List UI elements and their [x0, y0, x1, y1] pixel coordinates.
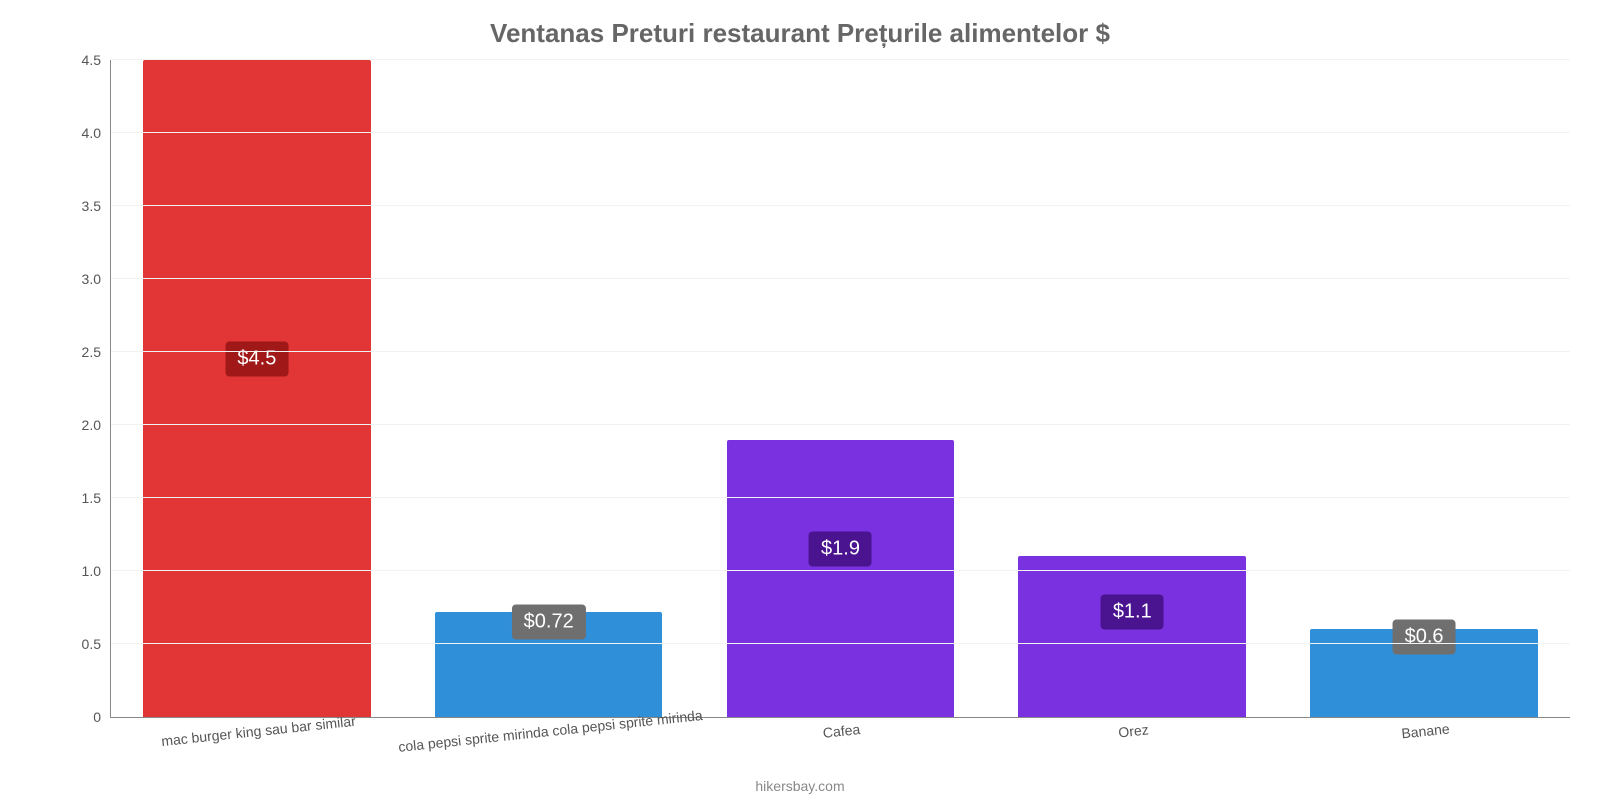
bar-slot: $4.5mac burger king sau bar similar — [111, 60, 403, 717]
ytick-label: 2.0 — [82, 417, 111, 433]
ytick-label: 0.5 — [82, 636, 111, 652]
bar-slot: $1.1Orez — [986, 60, 1278, 717]
value-badge: $1.9 — [809, 532, 872, 567]
bars-row: $4.5mac burger king sau bar similar$0.72… — [111, 60, 1570, 717]
chart-title: Ventanas Preturi restaurant Prețurile al… — [0, 18, 1600, 49]
gridline — [111, 424, 1570, 425]
xtick-label: Orez — [1117, 715, 1149, 740]
bar-slot: $0.72cola pepsi sprite mirinda cola peps… — [403, 60, 695, 717]
gridline — [111, 497, 1570, 498]
value-badge: $0.72 — [512, 605, 586, 640]
gridline — [111, 351, 1570, 352]
ytick-label: 3.5 — [82, 198, 111, 214]
ytick-label: 1.5 — [82, 490, 111, 506]
gridline — [111, 59, 1570, 60]
ytick-label: 4.5 — [82, 52, 111, 68]
gridline — [111, 205, 1570, 206]
ytick-label: 1.0 — [82, 563, 111, 579]
ytick-label: 2.5 — [82, 344, 111, 360]
ytick-label: 0 — [93, 709, 111, 725]
bar-slot: $1.9Cafea — [695, 60, 987, 717]
price-chart: Ventanas Preturi restaurant Prețurile al… — [0, 0, 1600, 800]
gridline — [111, 132, 1570, 133]
ytick-label: 3.0 — [82, 271, 111, 287]
xtick-label: Banane — [1400, 714, 1450, 741]
plot-area: $4.5mac burger king sau bar similar$0.72… — [110, 60, 1570, 718]
ytick-label: 4.0 — [82, 125, 111, 141]
bar — [727, 440, 955, 717]
source-label: hikersbay.com — [0, 778, 1600, 794]
gridline — [111, 643, 1570, 644]
gridline — [111, 278, 1570, 279]
gridline — [111, 570, 1570, 571]
value-badge: $1.1 — [1101, 594, 1164, 629]
value-badge: $4.5 — [225, 342, 288, 377]
bar — [143, 60, 371, 717]
xtick-label: Cafea — [822, 715, 861, 741]
bar — [1018, 556, 1246, 717]
bar-slot: $0.6Banane — [1278, 60, 1570, 717]
value-badge: $0.6 — [1393, 619, 1456, 654]
